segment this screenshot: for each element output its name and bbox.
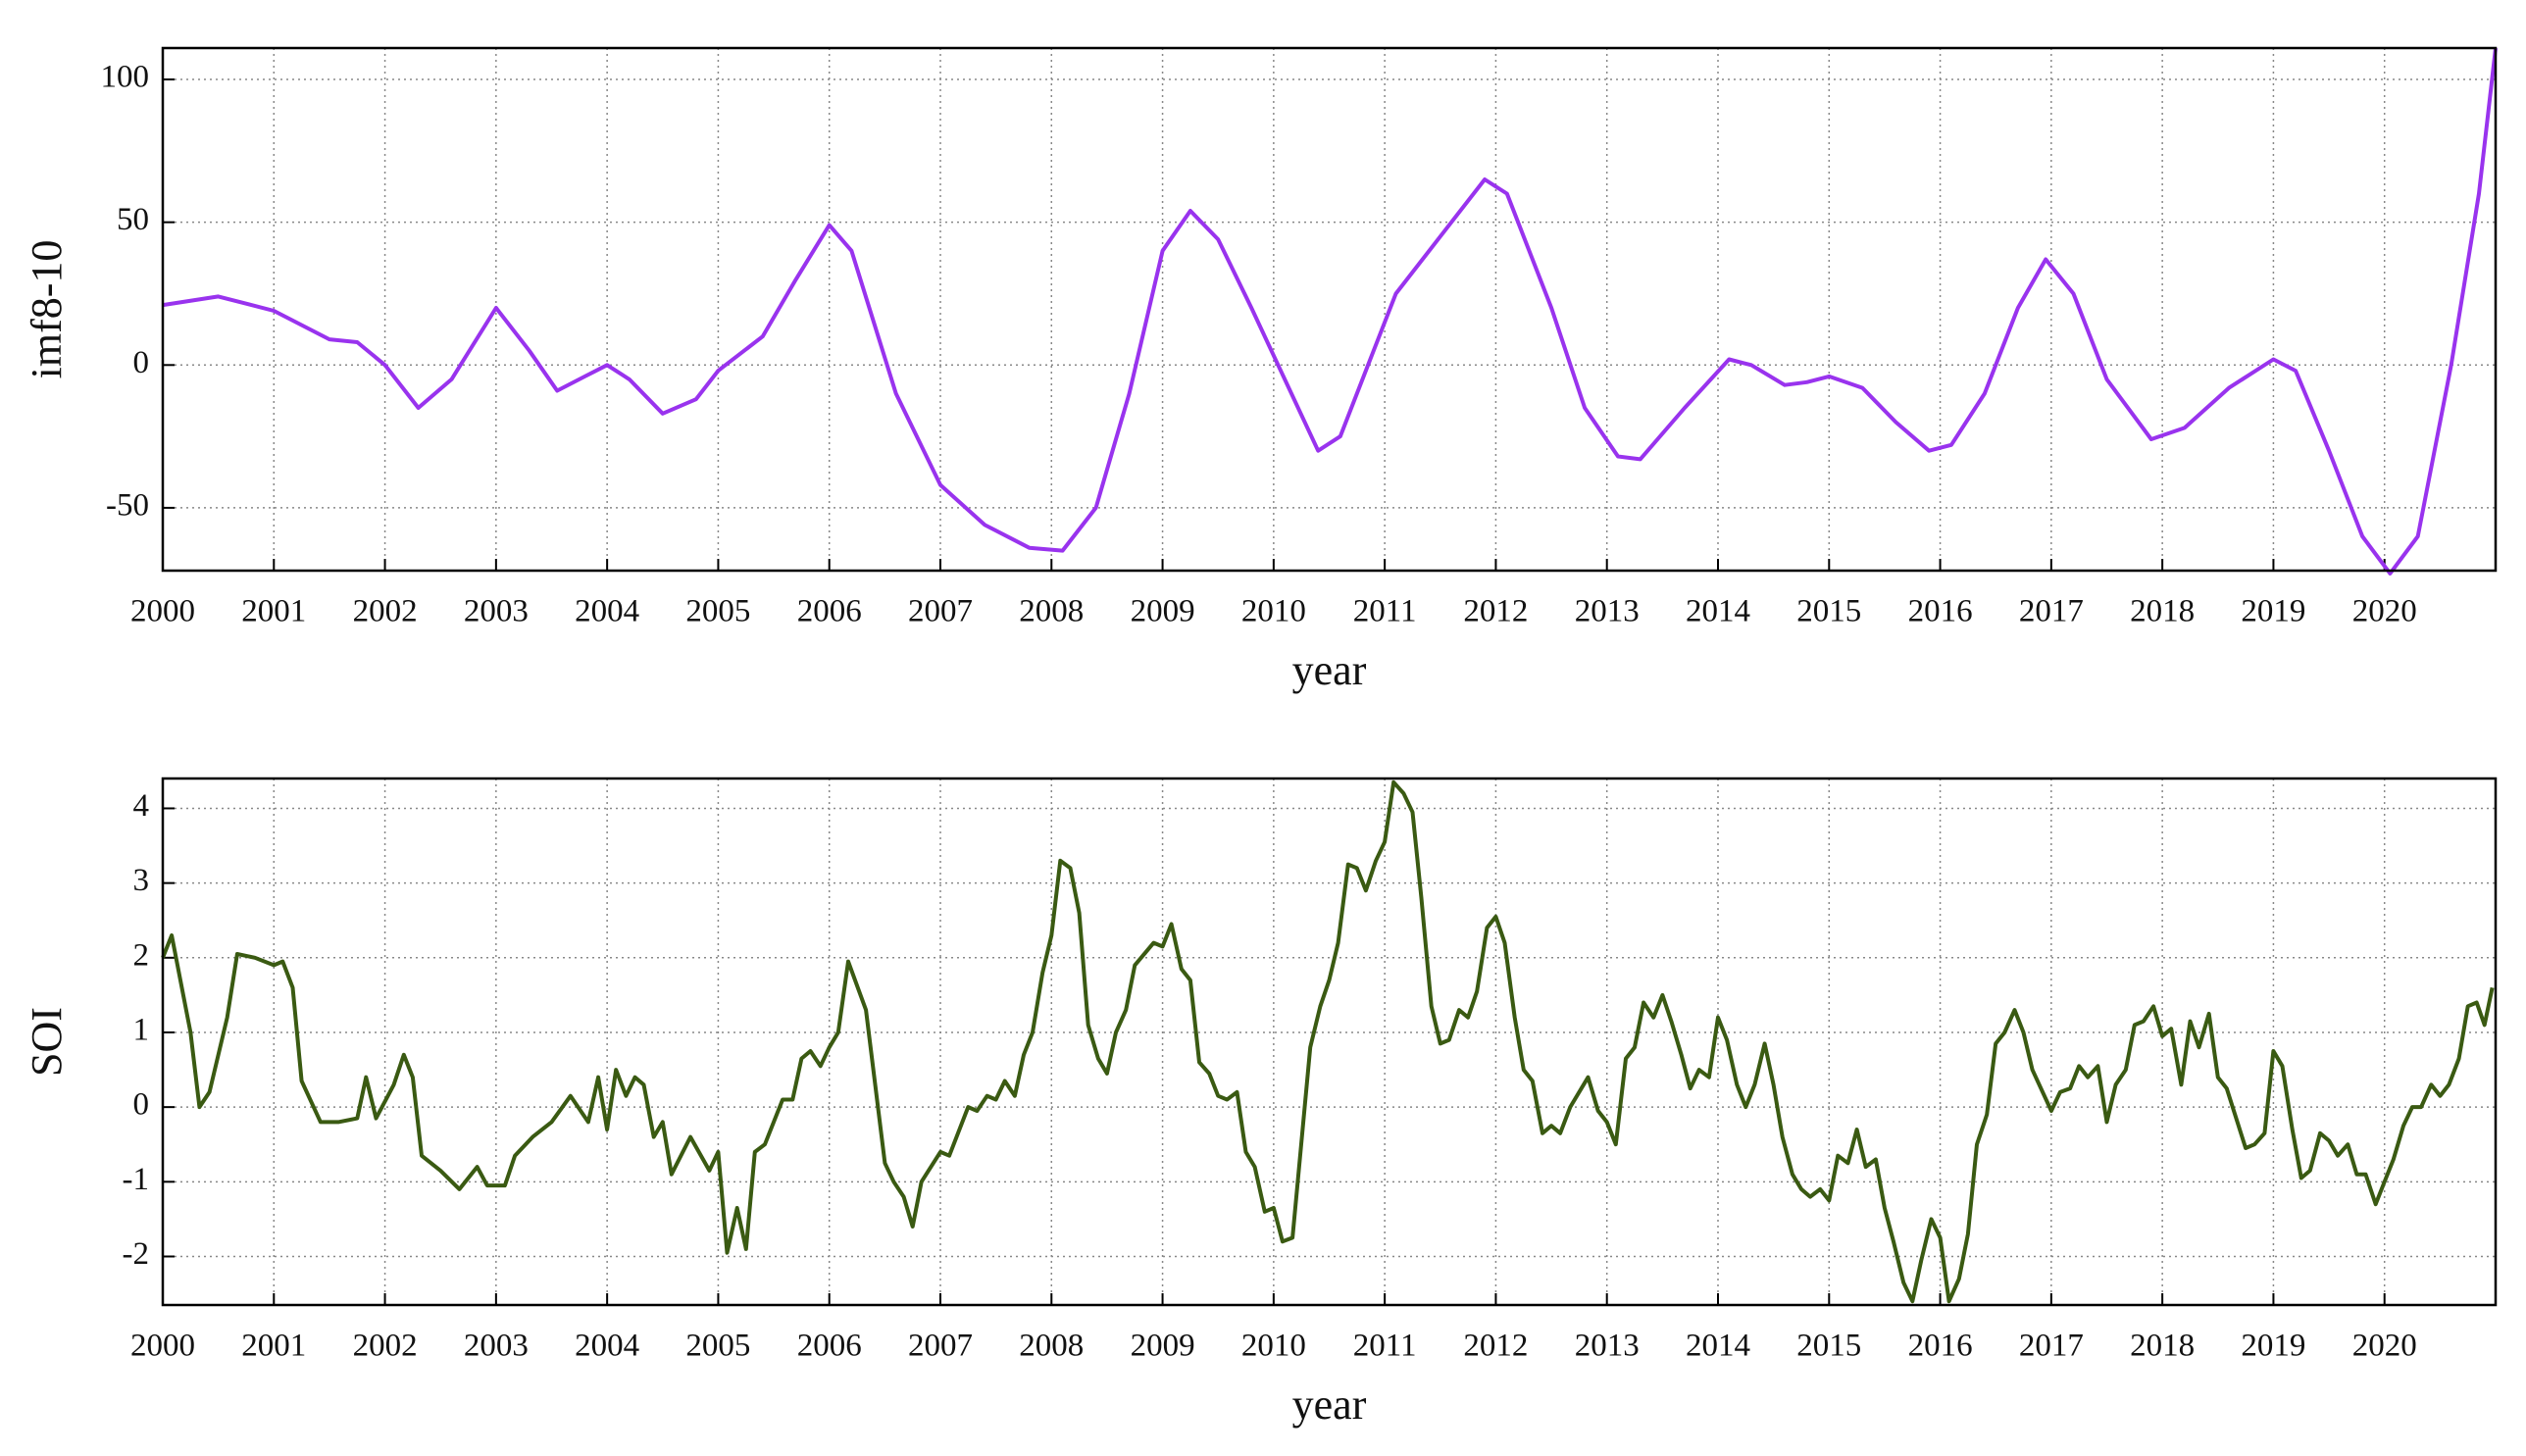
x-tick-label: 2020 bbox=[2352, 1329, 2417, 1364]
x-tick-label: 2012 bbox=[1463, 1329, 1528, 1364]
x-tick-label: 2009 bbox=[1131, 1329, 1195, 1364]
plot-frame bbox=[161, 777, 2498, 1307]
x-axis-label: year bbox=[1292, 646, 1367, 694]
y-tick-label: -50 bbox=[106, 488, 149, 524]
data-line bbox=[161, 779, 2495, 1304]
x-tick-label: 2008 bbox=[1019, 1329, 1084, 1364]
x-tick-label: 2006 bbox=[797, 594, 862, 629]
x-tick-label: 2006 bbox=[797, 1329, 862, 1364]
x-tick-label: 2008 bbox=[1019, 594, 1084, 629]
x-tick-label: 2012 bbox=[1463, 594, 1528, 629]
x-tick-label: 2005 bbox=[685, 1329, 750, 1364]
x-tick-label: 2020 bbox=[2352, 594, 2417, 629]
y-tick-label: 0 bbox=[133, 345, 150, 380]
x-tick-label: 2014 bbox=[1686, 1329, 1750, 1364]
y-axis-label: imf8-10 bbox=[23, 240, 71, 379]
x-tick-label: 2011 bbox=[1353, 594, 1417, 629]
x-tick-label: 2013 bbox=[1575, 1329, 1640, 1364]
x-tick-label: 2011 bbox=[1353, 1329, 1417, 1364]
y-tick-label: 3 bbox=[133, 863, 150, 898]
x-tick-label: 2009 bbox=[1131, 594, 1195, 629]
x-tick-label: 2016 bbox=[1908, 1329, 1973, 1364]
x-tick-label: 2007 bbox=[908, 594, 973, 629]
x-axis-label: year bbox=[1292, 1381, 1367, 1429]
y-tick-label: 4 bbox=[133, 788, 150, 824]
x-tick-label: 2002 bbox=[353, 594, 418, 629]
x-tick-label: 2003 bbox=[464, 1329, 529, 1364]
x-tick-label: 2015 bbox=[1796, 1329, 1861, 1364]
x-tick-label: 2001 bbox=[241, 594, 306, 629]
x-tick-label: 2000 bbox=[130, 1329, 195, 1364]
data-line bbox=[162, 47, 2498, 576]
x-tick-label: 2014 bbox=[1686, 594, 1750, 629]
y-tick-label: 0 bbox=[133, 1087, 150, 1123]
x-tick-label: 2019 bbox=[2241, 594, 2305, 629]
x-tick-label: 2000 bbox=[130, 594, 195, 629]
x-tick-label: 2003 bbox=[464, 594, 529, 629]
y-tick-label: -2 bbox=[123, 1236, 150, 1272]
x-tick-label: 2004 bbox=[575, 1329, 639, 1364]
x-tick-label: 2001 bbox=[241, 1329, 306, 1364]
y-tick-label: -1 bbox=[123, 1162, 150, 1197]
x-tick-label: 2007 bbox=[908, 1329, 973, 1364]
plot-frame bbox=[161, 46, 2498, 573]
x-tick-label: 2004 bbox=[575, 594, 639, 629]
x-tick-label: 2018 bbox=[2130, 1329, 2195, 1364]
x-tick-label: 2019 bbox=[2241, 1329, 2305, 1364]
x-tick-label: 2015 bbox=[1796, 594, 1861, 629]
y-tick-label: 50 bbox=[117, 202, 149, 237]
x-tick-label: 2010 bbox=[1241, 594, 1306, 629]
x-tick-label: 2016 bbox=[1908, 594, 1973, 629]
x-tick-label: 2017 bbox=[2019, 1329, 2084, 1364]
x-tick-label: 2013 bbox=[1575, 594, 1640, 629]
x-tick-label: 2017 bbox=[2019, 594, 2084, 629]
y-tick-label: 100 bbox=[101, 60, 150, 95]
x-tick-label: 2002 bbox=[353, 1329, 418, 1364]
x-tick-label: 2005 bbox=[685, 594, 750, 629]
x-tick-label: 2018 bbox=[2130, 594, 2195, 629]
y-tick-label: 2 bbox=[133, 937, 150, 973]
y-axis-label: SOI bbox=[23, 1007, 71, 1077]
x-tick-label: 2010 bbox=[1241, 1329, 1306, 1364]
y-tick-label: 1 bbox=[133, 1013, 150, 1048]
